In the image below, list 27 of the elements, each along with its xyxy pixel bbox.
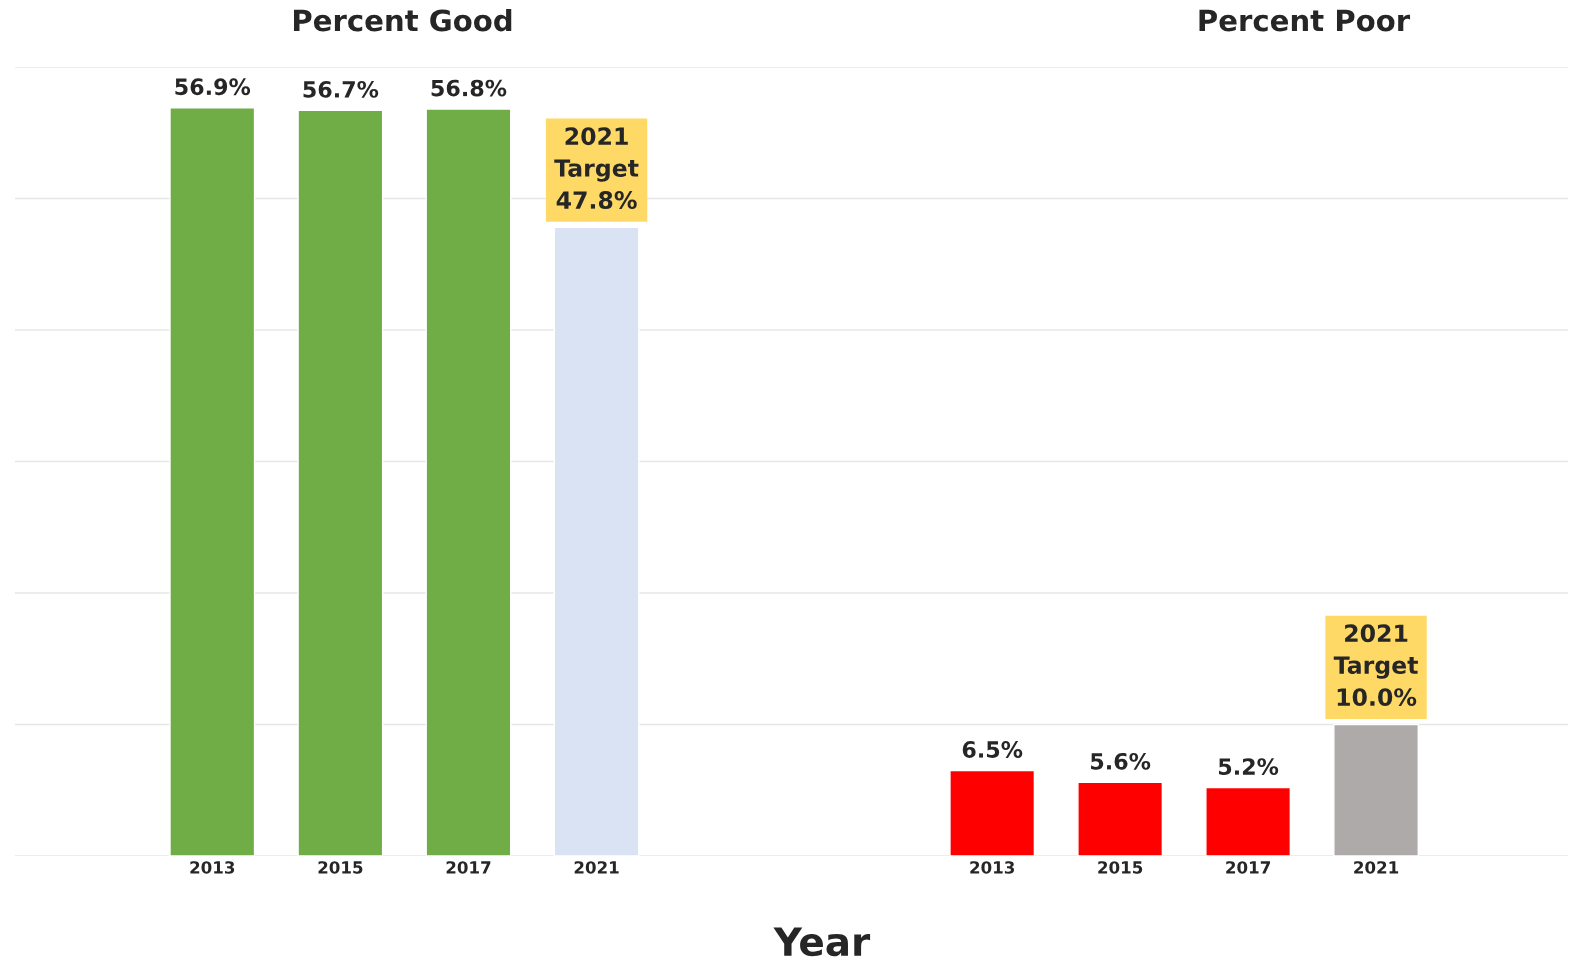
x-tick-label: 2015 — [318, 861, 363, 874]
bar — [553, 226, 640, 856]
x-tick-label: 2015 — [1098, 861, 1143, 874]
chart-title: Percent Poor — [1199, 9, 1411, 32]
x-tick-label: 2021 — [574, 861, 619, 874]
x-tick-label: 2013 — [970, 861, 1015, 874]
x-axis-title: Year — [773, 927, 871, 957]
data-label: 2021 Target 47.8% — [554, 127, 639, 209]
bar — [425, 108, 512, 856]
data-label: 56.7% — [303, 80, 379, 98]
x-tick-label: 2017 — [1226, 861, 1270, 874]
x-tick-label: 2017 — [446, 861, 491, 874]
data-label: 5.6% — [1091, 752, 1151, 770]
bar — [949, 769, 1036, 856]
bar — [1333, 723, 1419, 856]
bar — [1077, 781, 1164, 856]
x-tick-label: 2021 — [1354, 861, 1399, 874]
data-label: 5.2% — [1219, 758, 1279, 775]
data-label: 6.5% — [962, 741, 1023, 758]
data-label: 56.9% — [175, 78, 251, 96]
bar — [1205, 786, 1292, 856]
chart-title: Percent Good — [294, 8, 512, 32]
bar — [169, 107, 256, 856]
data-label: 56.8% — [431, 79, 507, 97]
bar — [297, 109, 384, 856]
data-label: 2021 Target 10.0% — [1333, 624, 1418, 707]
x-tick-label: 2013 — [190, 861, 235, 874]
